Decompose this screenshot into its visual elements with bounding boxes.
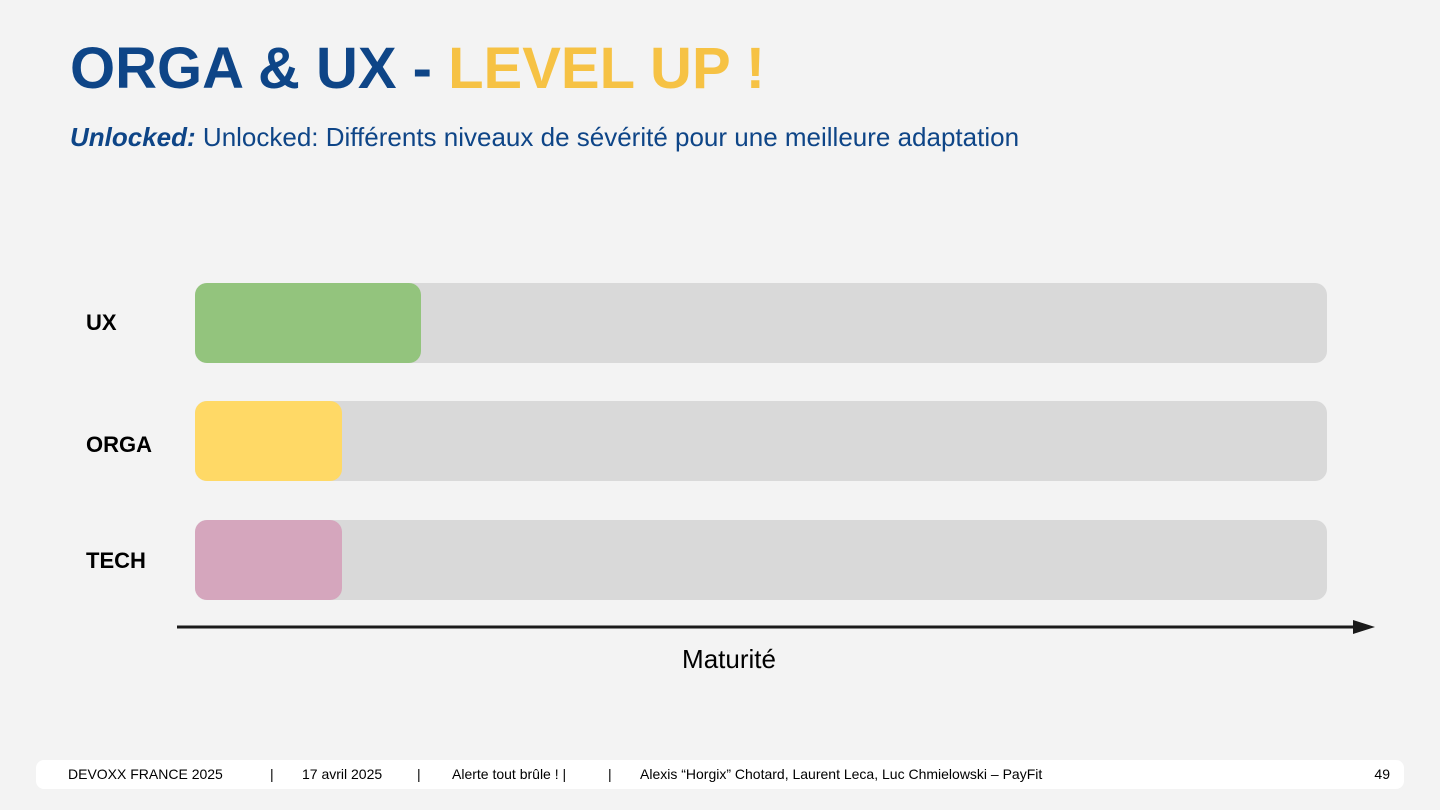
subtitle-text: Unlocked: Différents niveaux de sévérité… — [195, 122, 1020, 152]
footer-separator: | — [608, 766, 612, 782]
subtitle-lead: Unlocked: — [70, 122, 196, 152]
maturity-track-ux — [195, 283, 1327, 363]
row-label-ux: UX — [86, 310, 117, 335]
maturity-track-tech — [195, 520, 1327, 600]
footer-event: DEVOXX FRANCE 2025 — [68, 766, 223, 782]
footer-date: 17 avril 2025 — [302, 766, 383, 782]
page-title: ORGA & UX - LEVEL UP ! — [70, 34, 765, 104]
maturity-axis-arrow — [177, 620, 1375, 634]
axis-label: Maturité — [682, 644, 776, 674]
title-main: ORGA & UX - — [70, 36, 449, 101]
maturity-track-orga — [195, 401, 1327, 481]
slide-footer: DEVOXX FRANCE 2025 | 17 avril 2025 | Ale… — [36, 760, 1404, 789]
footer-separator: | — [417, 766, 421, 782]
page-subtitle: Unlocked: Unlocked: Différents niveaux d… — [70, 120, 1019, 154]
footer-talk-title: Alerte tout brûle ! | — [452, 766, 567, 782]
footer-authors: Alexis “Horgix” Chotard, Laurent Leca, L… — [640, 766, 1043, 782]
title-accent: LEVEL UP ! — [448, 36, 766, 101]
maturity-bar-orga — [195, 401, 343, 481]
footer-separator: | — [270, 766, 274, 782]
page-number: 49 — [1374, 766, 1390, 782]
row-label-orga: ORGA — [86, 432, 152, 457]
maturity-bar-ux — [195, 283, 422, 363]
row-label-tech: TECH — [86, 548, 146, 573]
maturity-bar-tech — [195, 520, 343, 600]
